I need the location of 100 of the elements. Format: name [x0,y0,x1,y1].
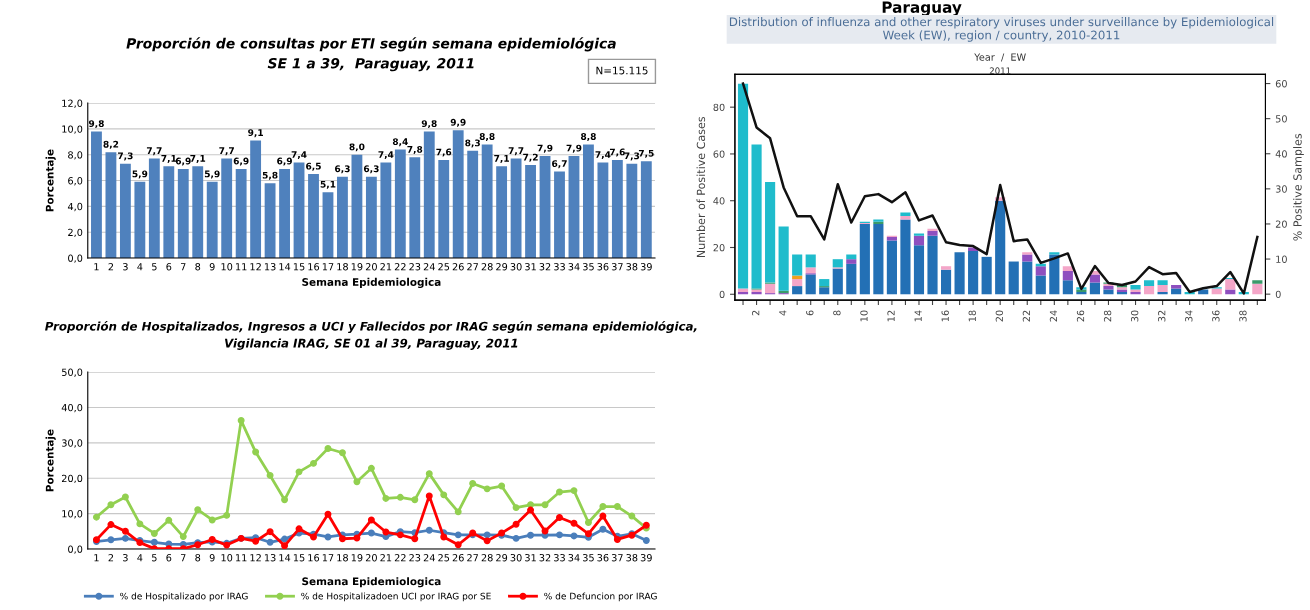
text: 2011 [989,67,1011,74]
x-tick-label: 33 [554,554,565,562]
data-label: 6,3 [363,165,379,174]
x-tick-label: 28 [481,263,493,271]
x-tick-label: 21 [380,263,392,271]
y-tick-label: 80 [713,103,725,111]
x-tick-label: 22 [394,263,406,271]
data-label: 8,8 [479,133,495,142]
x-tick-label: 39 [640,554,652,562]
x-tick-label: 4 [137,554,143,562]
text: N=15.115 [596,66,648,75]
data-label: 7,9 [566,144,582,153]
x-tick-label: 11 [236,554,247,562]
x-tick-label: 30 [510,554,522,562]
x-tick-label: 39 [640,263,652,271]
x-tick-label: 25 [438,554,450,562]
x-tick-label: 25 [438,263,450,271]
x-tick-label: 34 [568,263,580,271]
x-tick-label: 17 [322,263,334,271]
data-label: 7,9 [537,144,553,153]
x-tick-label: 14 [279,554,291,562]
x-tick-label: 12 [887,310,895,322]
data-label: 5,9 [132,170,148,179]
y-tick-label: 4,0 [67,202,83,212]
y2-tick-label: 0 [1275,290,1281,298]
data-label: 8,4 [392,138,408,147]
x-tick-label: 19 [351,263,363,271]
data-label: 7,3 [624,152,640,161]
chart-title: Proporción de Hospitalizados, Ingresos a UCI y Fallecidos por IRAG según semana epidemiológica, Vigilancia IRAG, SE 01 al 39, Paraguay, 2011 [45,321,697,350]
data-label: 7,4 [595,151,611,160]
data-label: 9,9 [450,118,466,127]
y-tick-label: 20 [713,243,725,252]
x-tick-label: 16 [941,310,949,322]
x-tick-label: 36 [1212,310,1220,322]
x-tick-label: 32 [539,263,551,271]
x-tick-label: 27 [467,263,479,271]
x-tick-label: 16 [308,554,320,562]
x-tick-label: 23 [409,554,421,562]
y-tick-label: 12,0 [62,99,83,108]
y-tick-label: 60 [713,150,725,158]
x-tick-label: 4 [137,263,143,271]
y-axis-title: Porcentaje [45,149,56,212]
x-tick-label: 9 [209,263,215,271]
x-tick-label: 7 [180,554,186,562]
legend-label: % de Hospitalizadoen UCI por IRAG por SE [301,592,491,602]
x-tick-label: 16 [308,263,320,271]
x-tick-label: 27 [467,554,479,562]
x-tick-label: 30 [510,263,522,271]
data-label: 6,5 [306,162,321,171]
y-tick-label: 6,0 [68,177,83,186]
data-label: 8,3 [465,139,480,148]
data-label: 7,1 [494,155,509,163]
y-tick-label: 40,0 [61,403,83,413]
y-tick-label: 8,0 [68,151,83,160]
data-label: 7,7 [146,147,162,156]
data-label: 7,5 [638,149,654,158]
x-tick-label: 31 [525,554,536,562]
data-label: 5,8 [262,171,278,180]
x-tick-label: 37 [611,263,623,271]
y2-tick-label: 60 [1275,80,1287,88]
y-tick-label: 2,0 [68,228,83,238]
x-tick-label: 11 [236,263,247,271]
y2-tick-label: 20 [1275,220,1287,228]
x-tick-label: 24 [1049,310,1058,322]
x-tick-label: 13 [264,263,276,271]
x-tick-label: 28 [481,554,493,562]
data-label: 6,3 [335,165,350,174]
x-tick-label: 1 [94,263,99,271]
x-tick-label: 9 [209,554,215,562]
x-tick-label: 20 [365,554,377,562]
x-tick-label: 32 [1158,310,1166,322]
y2-tick-label: 30 [1275,185,1287,193]
y-tick-label: 10,0 [62,125,83,134]
data-label: 5,9 [204,170,220,179]
x-tick-label: 8 [195,263,201,271]
data-label: 7,1 [190,155,206,163]
data-label: 7,7 [508,147,524,156]
x-tick-label: 26 [452,554,464,562]
x-tick-label: 6 [166,554,172,562]
x-tick-label: 31 [525,263,536,271]
x-tick-label: 6 [166,263,172,271]
y2-tick-label: 40 [1275,150,1287,158]
x-tick-label: 14 [914,310,922,322]
x-tick-label: 35 [582,554,594,562]
x-tick-label: 12 [250,554,261,562]
x-tick-label: 13 [264,554,276,562]
x-tick-label: 21 [380,554,392,562]
data-label: 7,7 [219,147,234,156]
x-tick-label: 5 [151,263,157,271]
y-tick-label: 40 [713,197,725,205]
data-label: 7,2 [523,153,538,162]
x-tick-label: 2 [108,263,114,271]
y-tick-label: 0,0 [68,254,83,263]
x-tick-label: 36 [597,554,609,562]
y2-tick-label: 10 [1276,255,1287,263]
legend-label: % de Defuncion por IRAG [544,592,657,602]
x-tick-label: 24 [423,554,435,562]
data-label: 7,6 [436,148,452,157]
x-tick-label: 18 [337,554,348,562]
data-label: 8,0 [349,143,365,152]
